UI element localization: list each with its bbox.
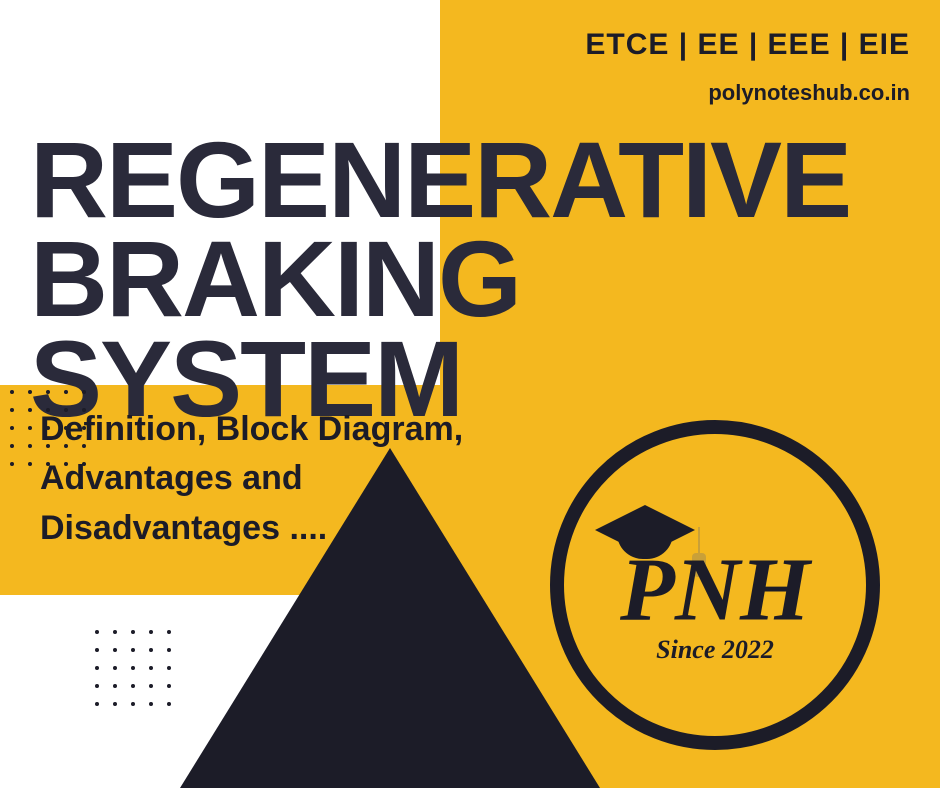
subtitle-line-2: Advantages and (40, 454, 463, 503)
dot-grid-decoration (95, 630, 175, 710)
subtitle: Definition, Block Diagram, Advantages an… (40, 405, 463, 553)
logo: PNH Since 2022 (550, 420, 880, 750)
main-title: REGENERATIVE BRAKING SYSTEM (30, 130, 940, 428)
subtitle-line-1: Definition, Block Diagram, (40, 405, 463, 454)
department-tags: ETCE | EE | EEE | EIE (585, 28, 910, 62)
subtitle-line-3: Disadvantages .... (40, 504, 463, 553)
dot-grid-decoration (10, 390, 90, 470)
title-line-1: REGENERATIVE (30, 130, 940, 229)
logo-text: PNH (620, 539, 810, 642)
logo-since: Since 2022 (656, 635, 774, 665)
title-line-2: BRAKING SYSTEM (30, 229, 940, 428)
website-url: polynoteshub.co.in (708, 80, 910, 106)
